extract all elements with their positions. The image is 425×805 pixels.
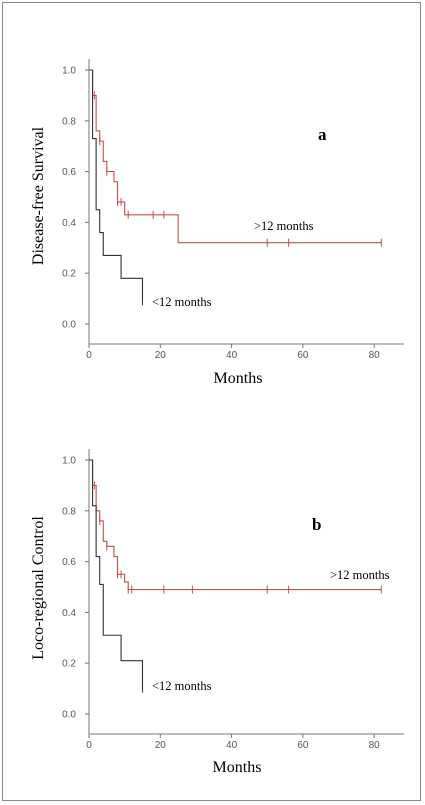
- panel-a-chart: 0.0 0.2 0.4 0.6 0.8 1.0 0 20 40 60 80 a >12 months…: [30, 59, 404, 387]
- panel-a-label-high: >12 months: [254, 219, 314, 233]
- panel-b-label-high: >12 months: [330, 568, 390, 582]
- y-tick-label: 0.6: [62, 167, 76, 178]
- x-tick-label: 80: [369, 740, 381, 751]
- x-tick-label: 60: [297, 740, 309, 751]
- panel-a-xlabel: Months: [214, 370, 263, 387]
- series-line-low: [89, 69, 144, 302]
- y-tick-label: 0.2: [62, 659, 76, 670]
- x-tick-label: 80: [369, 350, 381, 361]
- y-tick-label: 0.8: [62, 506, 76, 517]
- series-line-high: [89, 69, 382, 244]
- x-tick-label: 40: [226, 350, 238, 361]
- x-tick-label: 20: [155, 350, 167, 361]
- x-tick-label: 20: [155, 740, 167, 751]
- panel-a-axes: 0.0 0.2 0.4 0.6 0.8 1.0 0 20 40 60 80: [62, 59, 404, 361]
- panel-b-ylabel: Loco-regional Control: [30, 516, 47, 660]
- panel-b-label-low: <12 months: [152, 679, 212, 693]
- panel-b-chart: 0.0 0.2 0.4 0.6 0.8 1.0 0 20 40 60 80 b >12 months…: [30, 449, 404, 776]
- panel-a-series: [89, 69, 382, 306]
- y-tick-label: 1.0: [62, 456, 76, 467]
- y-tick-label: 0.4: [62, 608, 76, 619]
- y-tick-label: 0.6: [62, 557, 76, 568]
- y-tick-label: 0.4: [62, 218, 76, 229]
- panel-b-axes: 0.0 0.2 0.4 0.6 0.8 1.0 0 20 40 60 80: [62, 449, 404, 751]
- y-tick-label: 0.8: [62, 116, 76, 127]
- y-tick-label: 0.2: [62, 269, 76, 280]
- y-tick-label: 0.0: [62, 710, 76, 721]
- y-tick-label: 0.0: [62, 320, 76, 331]
- y-tick-label: 1.0: [62, 66, 76, 77]
- x-tick-label: 60: [297, 350, 309, 361]
- panel-a-ylabel: Disease-free Survival: [30, 126, 47, 265]
- figure-frame: [2, 2, 421, 801]
- x-tick-label: 0: [86, 740, 92, 751]
- x-tick-label: 40: [226, 740, 238, 751]
- panel-b-letter: b: [312, 515, 321, 534]
- panel-b-series: [89, 459, 382, 693]
- panel-b-xlabel: Months: [213, 759, 262, 776]
- panel-a-label-low: <12 months: [152, 295, 212, 309]
- x-tick-label: 0: [86, 350, 92, 361]
- series-line-low: [89, 459, 144, 689]
- panel-a-letter: a: [318, 125, 327, 144]
